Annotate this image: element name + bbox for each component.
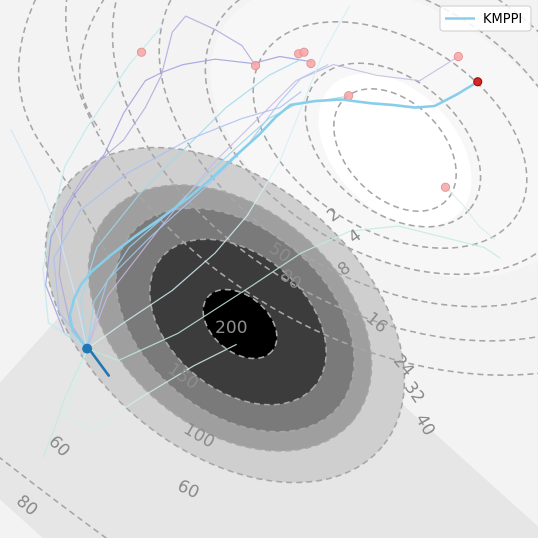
goal-marker-6 xyxy=(454,52,462,60)
start-marker xyxy=(474,78,482,86)
legend-label-kmppi: KMPPI xyxy=(483,12,522,27)
goal-marker-4 xyxy=(307,59,315,67)
contour-label-9: 200 xyxy=(215,318,247,338)
goal-marker-1 xyxy=(251,61,259,69)
current-state-marker xyxy=(82,344,92,354)
legend: KMPPI xyxy=(440,6,531,31)
goal-marker-3 xyxy=(300,48,308,56)
goal-marker-7 xyxy=(441,183,449,191)
goal-marker-0 xyxy=(137,48,145,56)
goal-marker-5 xyxy=(344,92,352,100)
